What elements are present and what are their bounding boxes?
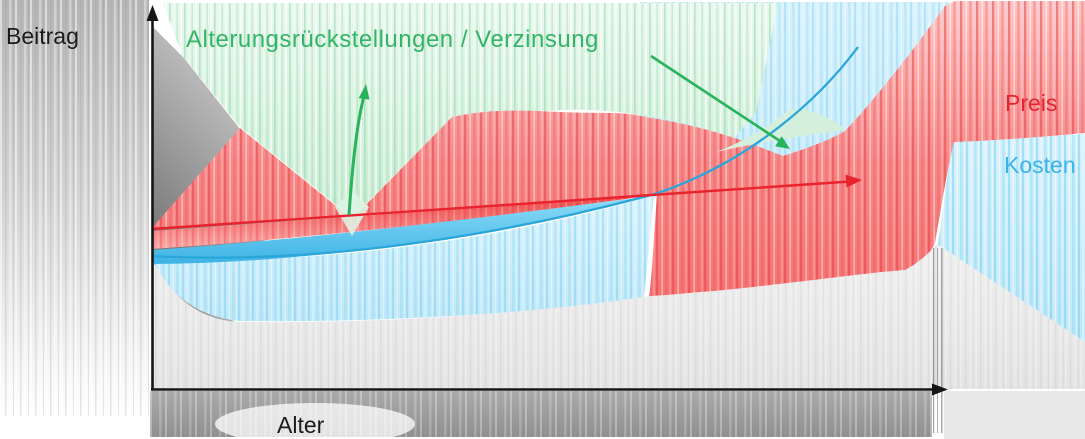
x-axis-arrowhead-icon — [932, 383, 948, 396]
y-axis-label: Beitrag — [6, 23, 79, 49]
cost-ribbon-band — [152, 196, 652, 264]
premium-ribbon-band — [152, 195, 654, 249]
reserve-arrows — [347, 54, 790, 216]
floor-gray-region — [152, 244, 1085, 389]
reserve-buildup-arrow — [347, 95, 366, 216]
legend-preis: Preis — [1005, 90, 1057, 116]
alter-label-halo — [215, 403, 415, 439]
axes — [146, 5, 948, 396]
reserve-payout-arrowhead-icon — [775, 136, 790, 149]
x-axis-label: Alter — [277, 412, 325, 438]
reserve-payout-arrow — [650, 54, 781, 143]
reserve-buildup-arrowhead-icon — [358, 84, 370, 100]
reserve-annotation: Alterungsrückstellungen / Verzinsung — [186, 26, 599, 53]
y-axis-arrowhead-icon — [146, 5, 159, 21]
price-red-region — [152, 1, 1085, 297]
cost-area-lower — [152, 195, 654, 322]
premium-arrowhead-icon — [845, 174, 862, 188]
artifact-column — [933, 248, 943, 433]
legend-kosten: Kosten — [1004, 152, 1076, 178]
premium-line — [151, 174, 862, 231]
reserve-payout-pocket — [335, 109, 846, 236]
below-axis-band — [150, 391, 1085, 439]
reserve-green-region — [163, 3, 778, 218]
reserve-valley-tip — [335, 190, 369, 236]
cost-curve — [151, 46, 859, 259]
